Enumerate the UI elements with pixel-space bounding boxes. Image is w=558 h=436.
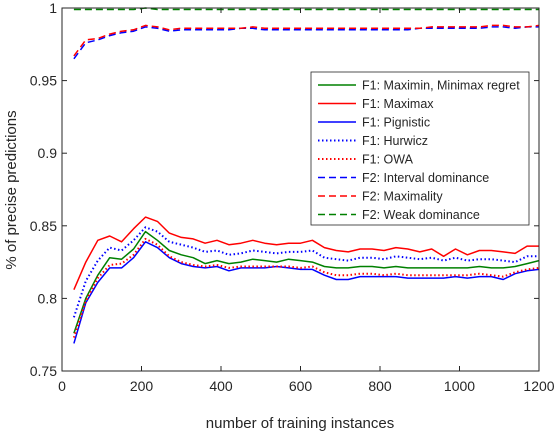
series-layer — [72, 7, 540, 344]
y-axis-label: % of precise predictions — [3, 110, 20, 269]
x-tick-label: 600 — [289, 378, 313, 394]
legend-box — [310, 71, 530, 226]
legend-label: F1: Maximin, Minimax regret — [362, 79, 520, 93]
x-tick-label: 800 — [368, 378, 392, 394]
y-axis: 0.75 0.8 0.85 0.9 0.95 1 — [30, 0, 539, 379]
x-tick-label: 1200 — [523, 378, 554, 394]
series-line-3 — [73, 241, 540, 344]
series-line-7 — [73, 24, 540, 57]
x-axis-label: number of training instances — [206, 415, 394, 432]
x-tick-label: 1000 — [444, 378, 475, 394]
y-tick-label: 0.85 — [30, 218, 57, 234]
series-line-4 — [72, 226, 539, 318]
legend-label: F1: Maximax — [362, 97, 434, 111]
legend: F1: Maximin, Minimax regret F1: Maximax F1… — [310, 71, 530, 226]
y-tick-label: 0.95 — [30, 73, 57, 89]
legend-label: F1: Pignistic — [362, 116, 430, 130]
y-tick-label: 1 — [49, 0, 57, 16]
x-axis: 0 200 400 600 800 1000 1200 — [58, 8, 555, 394]
series-line-2 — [73, 216, 539, 290]
legend-label: F2: Interval dominance — [362, 171, 489, 185]
x-tick-label: 400 — [209, 378, 233, 394]
y-tick-label: 0.8 — [38, 290, 58, 306]
series-line-6 — [73, 26, 539, 60]
y-tick-label: 0.75 — [30, 363, 57, 379]
x-tick-label: 200 — [130, 378, 154, 394]
legend-label: F1: Hurwicz — [362, 134, 428, 148]
legend-label: F2: Weak dominance — [362, 208, 480, 222]
legend-label: F1: OWA — [362, 153, 414, 167]
legend-label: F2: Maximality — [362, 190, 443, 204]
series-line-8 — [73, 7, 539, 11]
x-tick-label: 0 — [58, 378, 66, 394]
y-tick-label: 0.9 — [38, 145, 58, 161]
series-line-1 — [73, 230, 540, 334]
